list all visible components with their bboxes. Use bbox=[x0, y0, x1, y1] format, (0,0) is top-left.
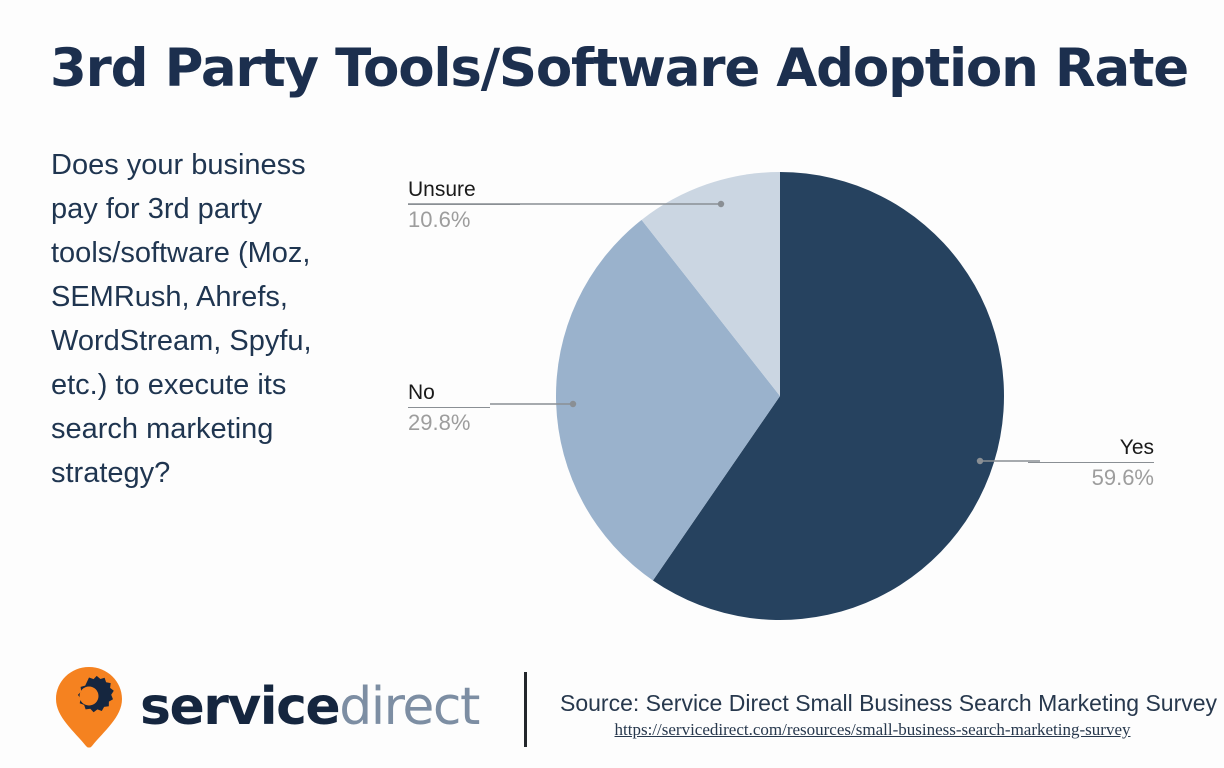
servicedirect-logo[interactable]: servicedirect bbox=[52, 667, 480, 748]
callout-yes-rule bbox=[1028, 462, 1154, 463]
logo-word-service: service bbox=[140, 677, 341, 737]
pie-chart-svg bbox=[408, 172, 1040, 620]
callout-no[interactable]: No 29.8% bbox=[408, 380, 490, 436]
leader-line-yes bbox=[976, 457, 1040, 465]
logo-wordmark: servicedirect bbox=[140, 681, 480, 733]
callout-unsure-percent: 10.6% bbox=[408, 207, 471, 232]
logo-word-direct: direct bbox=[339, 677, 480, 737]
footer: servicedirect Source: Service Direct Sma… bbox=[0, 655, 1224, 768]
source-url-link[interactable]: https://servicedirect.com/resources/smal… bbox=[614, 720, 1131, 739]
source-text: Source: Service Direct Small Business Se… bbox=[560, 690, 1218, 716]
pie-slice-yes[interactable] bbox=[652, 172, 1005, 620]
callout-no-percent: 29.8% bbox=[408, 410, 471, 435]
callout-no-rule bbox=[408, 407, 490, 408]
pie-slice-unsure[interactable] bbox=[641, 172, 780, 396]
callout-yes[interactable]: Yes 59.6% bbox=[1028, 435, 1154, 491]
page-title: 3rd Party Tools/Software Adoption Rate bbox=[50, 38, 1189, 99]
pie-slice-no[interactable] bbox=[555, 219, 780, 581]
callout-unsure-rule bbox=[408, 204, 520, 205]
callout-unsure[interactable]: Unsure 10.6% bbox=[408, 177, 520, 233]
callout-yes-percent: 59.6% bbox=[1091, 465, 1154, 490]
leader-line-no bbox=[490, 400, 577, 408]
callout-no-label: No bbox=[408, 381, 435, 404]
source-block: Source: Service Direct Small Business Se… bbox=[560, 688, 1218, 742]
map-pin-gear-icon bbox=[56, 667, 122, 748]
survey-question-text: Does your business pay for 3rd party too… bbox=[51, 149, 312, 489]
pie-chart: Unsure 10.6% No 29.8% Yes 59.6% bbox=[380, 150, 1180, 640]
callout-unsure-label: Unsure bbox=[408, 178, 476, 201]
footer-divider bbox=[524, 672, 527, 747]
callout-yes-label: Yes bbox=[1119, 436, 1154, 459]
